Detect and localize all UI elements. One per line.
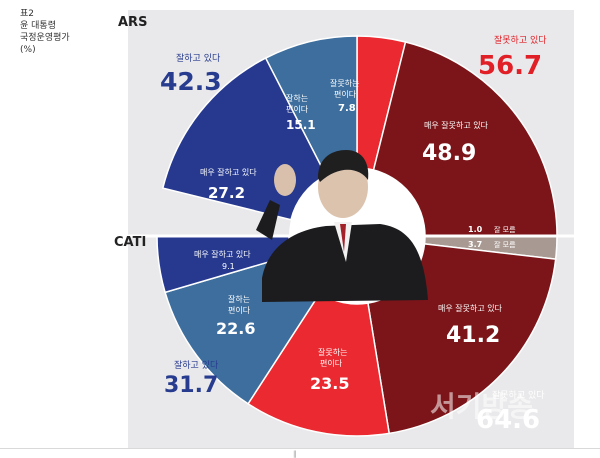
cati-positive-total-label: 잘하고 있다 — [174, 359, 219, 371]
cati-bad-label-2: 편이다 — [320, 358, 343, 368]
cati-good-label-2: 편이다 — [228, 305, 251, 315]
ars-label: ARS — [118, 15, 147, 30]
cati-good-label-1: 잘하는 — [228, 294, 250, 304]
chart-caption: 표2 윤 대통령 국정운영평가 (%) — [20, 8, 70, 56]
cati-very-bad-label: 매우 잘못하고 있다 — [438, 303, 503, 313]
ars-good-label-1: 잘하는 — [286, 93, 308, 103]
cati-bad-label-1: 잘못하는 — [318, 347, 347, 357]
cati-positive-total: 31.7 — [164, 373, 218, 398]
ars-very-bad-value: 48.9 — [422, 141, 476, 166]
caption-line-3: 국정운영평가 — [20, 33, 70, 43]
bottom-rule — [0, 448, 600, 449]
cati-very-bad-value: 41.2 — [446, 323, 500, 348]
cati-very-good-label: 매우 잘하고 있다 — [194, 249, 251, 259]
cati-unknown-value: 3.7 — [468, 240, 482, 249]
ars-very-good-label: 매우 잘하고 있다 — [200, 167, 257, 177]
cati-bad-value: 23.5 — [310, 374, 349, 393]
cati-negative-total: 64.6 — [476, 405, 540, 435]
watermark: 서기방송 — [430, 390, 533, 423]
caption-line-2: 윤 대통령 — [20, 21, 56, 31]
cati-very-good-value: 9.1 — [222, 262, 235, 271]
ars-bad-label-1: 잘못하는 — [330, 78, 359, 88]
ars-bad-label-2: 편이다 — [334, 89, 357, 99]
president-photo — [256, 150, 428, 302]
caption-line-1: 표2 — [20, 9, 35, 19]
ars-unknown-label: 잘 모름 — [494, 226, 516, 234]
cati-good-value: 22.6 — [216, 319, 255, 338]
ars-positive-total: 42.3 — [160, 67, 222, 96]
caption-line-4: (%) — [20, 45, 36, 55]
ars-positive-total-label: 잘하고 있다 — [176, 52, 221, 64]
cati-label: CATI — [114, 235, 146, 250]
ars-very-bad-label: 매우 잘못하고 있다 — [424, 120, 489, 130]
ars-good-label-2: 편이다 — [286, 104, 309, 114]
ars-bad-value: 7.8 — [338, 103, 356, 114]
ars-negative-total-label: 잘못하고 있다 — [494, 34, 547, 46]
ars-unknown-value: 1.0 — [468, 225, 483, 234]
ars-good-value: 15.1 — [286, 118, 316, 132]
cati-negative-total-label: 잘못하고 있다 — [492, 389, 545, 401]
ars-slices — [161, 35, 558, 285]
bottom-mark: ‖ — [293, 450, 297, 458]
cati-unknown-label: 잘 모름 — [494, 241, 516, 249]
ars-very-good-value: 27.2 — [208, 184, 245, 202]
ars-negative-total: 56.7 — [478, 51, 542, 81]
